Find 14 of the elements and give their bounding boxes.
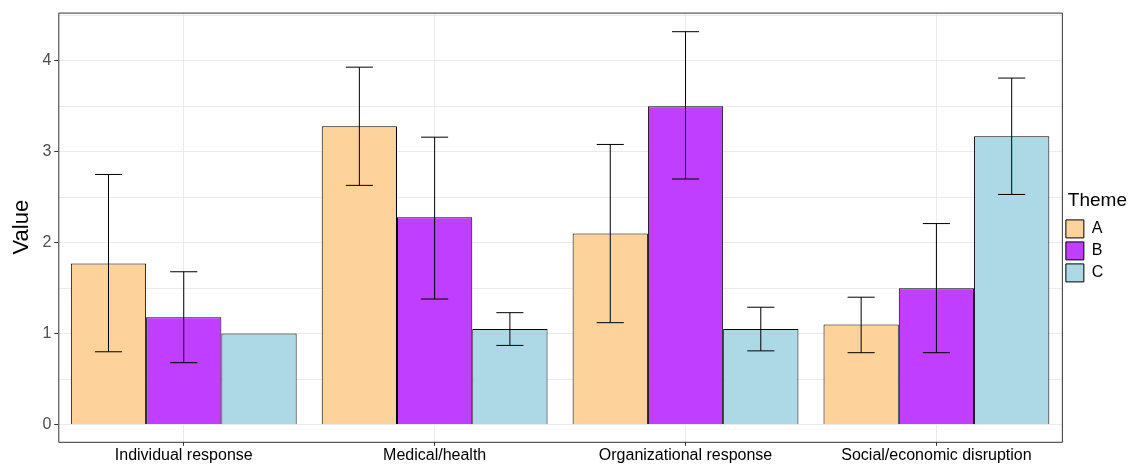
x-tick-label: Medical/health <box>383 445 487 463</box>
y-axis-title: Value <box>8 199 34 255</box>
y-tick-label: 4 <box>42 51 52 69</box>
y-tick-label: 3 <box>42 142 52 160</box>
legend-label: B <box>1091 241 1103 259</box>
legend-label: C <box>1091 263 1104 281</box>
y-tick-label: 0 <box>42 414 52 432</box>
x-tick-label: Social/economic disruption <box>841 445 1032 463</box>
y-tick-label: 2 <box>42 233 52 251</box>
legend-title: Theme <box>1067 188 1127 210</box>
x-tick-label: Organizational response <box>598 445 773 463</box>
y-tick-label: 1 <box>42 324 52 341</box>
x-tick-label: Individual response <box>114 445 253 463</box>
legend-label: A <box>1091 219 1103 237</box>
